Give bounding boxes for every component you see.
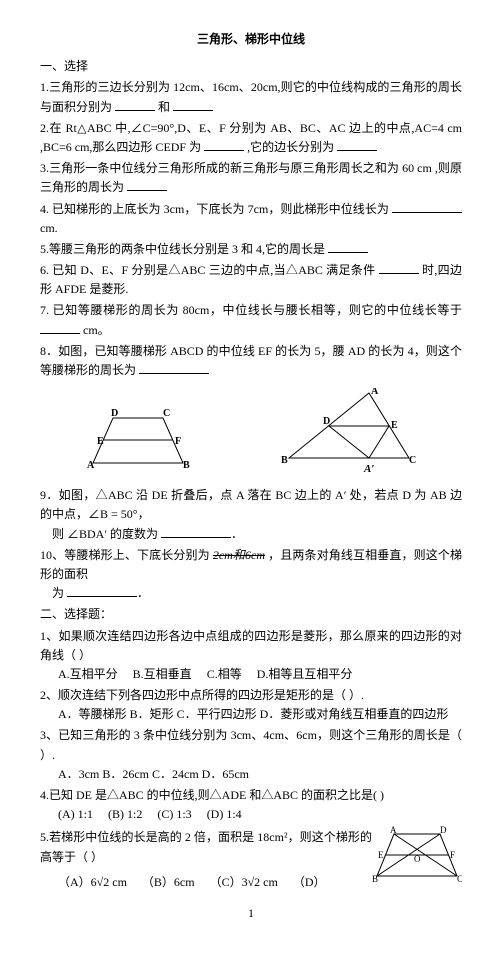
svg-text:C: C	[457, 874, 462, 884]
s-question-5: 5.若梯形中位线的长是高的 2 倍，面积是 18cm²，则这个梯形的高等于（ ）…	[40, 828, 372, 892]
q1-blank-1	[115, 98, 155, 111]
q10-text-a: 10、等腰梯形上、下底长分别为	[40, 548, 210, 562]
q9-text-b: 则 ∠BDA′ 的度数为	[52, 527, 158, 541]
q1-text: 1.三角形的三边长分别为 12cm、16cm、20cm,则它的中位线构成的三角形…	[40, 80, 462, 113]
question-4: 4. 已知梯形的上底长为 3cm，下底长为 7cm，则此梯形中位线长为 cm.	[40, 200, 462, 238]
q9-text-a: 9．如图，△ABC 沿 DE 折叠后，点 A 落在 BC 边上的 A′ 处，若点…	[40, 488, 462, 521]
figures-row-1: D C E F A B A D E B C A′	[40, 388, 462, 478]
svg-text:D: D	[440, 826, 447, 835]
sq5-opt-b: （B）6cm	[142, 875, 195, 889]
q10-text-c: 为	[52, 586, 64, 600]
q9-blank	[161, 525, 231, 538]
question-1: 1.三角形的三边长分别为 12cm、16cm、20cm,则它的中位线构成的三角形…	[40, 78, 462, 116]
svg-text:O: O	[414, 854, 421, 864]
question-2: 2.在 Rt△ABC 中,∠C=90°,D、E、F 分别为 AB、BC、AC 边…	[40, 119, 462, 157]
question-9: 9．如图，△ABC 沿 DE 折叠后，点 A 落在 BC 边上的 A′ 处，若点…	[40, 486, 462, 544]
svg-text:A′: A′	[363, 463, 374, 475]
sq1-text: 1、如果顺次连结四边形各边中点组成的四边形是菱形，那么原来的四边形的对角线（ ）	[40, 627, 462, 665]
section-2-header: 二、选择题：	[40, 605, 462, 624]
q2-blank-2	[337, 138, 377, 151]
q1-blank-2	[173, 98, 213, 111]
svg-text:E: E	[97, 436, 104, 447]
q8-blank	[139, 361, 209, 374]
triangle-fold-figure: A D E B C A′	[279, 388, 419, 478]
svg-text:A: A	[390, 826, 397, 835]
sq1-opt-b: B.互相垂直	[133, 667, 192, 681]
sq3-text: 3、已知三角形的 3 条中位线分别为 3cm、4cm、6cm，则这个三角形的周长…	[40, 726, 462, 764]
sq1-opt-d: D.相等且互相平分	[257, 667, 353, 681]
q7-unit: cm。	[83, 323, 110, 337]
sq4-opt-d: (D) 1:4	[207, 807, 242, 821]
q1-and: 和	[158, 100, 170, 114]
page-title: 三角形、梯形中位线	[40, 30, 462, 49]
q6-text-a: 6. 已知 D、E、F 分别是△ABC 三边的中点,当△ABC 满足条件	[40, 263, 375, 277]
s-question-3: 3、已知三角形的 3 条中位线分别为 3cm、4cm、6cm，则这个三角形的周长…	[40, 726, 462, 784]
q2-blank-1	[204, 138, 244, 151]
q4-blank	[392, 200, 462, 213]
sq1-opt-a: A.互相平分	[58, 667, 118, 681]
svg-text:B: B	[372, 874, 378, 884]
sq5-text: 5.若梯形中位线的长是高的 2 倍，面积是 18cm²，则这个梯形的高等于（ ）	[40, 828, 372, 866]
sq2-opts: A．等腰梯形 B．矩形 C．平行四边形 D．菱形或对角线互相垂直的四边形	[58, 705, 462, 724]
q10-strike: 2cm和6cm	[213, 548, 265, 562]
sq5-opt-a: （A）6√2 cm	[58, 875, 127, 889]
question-6: 6. 已知 D、E、F 分别是△ABC 三边的中点,当△ABC 满足条件 时,四…	[40, 261, 462, 299]
s-question-4: 4.已知 DE 是△ABC 的中位线,则△ADE 和△ABC 的面积之比是( )…	[40, 786, 462, 824]
q4-unit: cm.	[40, 221, 58, 235]
sq1-opt-c: C.相等	[207, 667, 242, 681]
question-5: 5.等腰三角形的两条中位线长分别是 3 和 4,它的周长是	[40, 240, 462, 259]
s-question-1: 1、如果顺次连结四边形各边中点组成的四边形是菱形，那么原来的四边形的对角线（ ）…	[40, 627, 462, 685]
svg-text:D: D	[111, 408, 118, 419]
s-question-5-row: 5.若梯形中位线的长是高的 2 倍，面积是 18cm²，则这个梯形的高等于（ ）…	[40, 826, 462, 894]
svg-text:E: E	[391, 420, 398, 431]
svg-text:E: E	[378, 850, 384, 860]
svg-text:A: A	[371, 388, 379, 397]
svg-text:A: A	[87, 460, 95, 471]
q6-blank	[379, 261, 419, 274]
q10-blank	[67, 584, 137, 597]
q5-text: 5.等腰三角形的两条中位线长分别是 3 和 4,它的周长是	[40, 242, 325, 256]
sq2-text: 2、顺次连结下列各四边形中点所得的四边形是矩形的是（ ）.	[40, 686, 462, 705]
svg-text:C: C	[409, 455, 416, 466]
sq4-opt-c: (C) 1:3	[157, 807, 191, 821]
q2-text-b: ,它的边长分别为	[247, 140, 334, 154]
q4-text: 4. 已知梯形的上底长为 3cm，下底长为 7cm，则此梯形中位线长为	[40, 202, 389, 216]
trapezoid-figure: D C E F A B	[83, 408, 193, 478]
svg-text:C: C	[163, 408, 170, 419]
trapezoid-midsegment-figure: A D E F B C O	[372, 826, 462, 886]
q7-text: 7. 已知等腰梯形的周长为 80cm，中位线长与腰长相等，则它的中位线长等于	[40, 303, 462, 317]
question-8: 8．如图，已知等腰梯形 ABCD 的中位线 EF 的长为 5，腰 AD 的长为 …	[40, 342, 462, 380]
question-3: 3.三角形一条中位线分三角形所成的新三角形与原三角形周长之和为 60 cm ,则…	[40, 159, 462, 197]
svg-text:D: D	[323, 416, 330, 427]
q7-blank	[40, 321, 80, 334]
section-1-header: 一、选择	[40, 57, 462, 76]
s-question-2: 2、顺次连结下列各四边形中点所得的四边形是矩形的是（ ）. A．等腰梯形 B．矩…	[40, 686, 462, 724]
sq4-opt-a: (A) 1:1	[58, 807, 93, 821]
q5-blank	[328, 240, 368, 253]
question-10: 10、等腰梯形上、下底长分别为 2cm和6cm ，且两条对角线互相垂直，则这个梯…	[40, 546, 462, 604]
svg-text:B: B	[183, 460, 190, 471]
q8-text: 8．如图，已知等腰梯形 ABCD 的中位线 EF 的长为 5，腰 AD 的长为 …	[40, 344, 462, 377]
svg-text:F: F	[450, 850, 455, 860]
page-number: 1	[40, 904, 462, 923]
sq4-opt-b: (B) 1:2	[108, 807, 142, 821]
sq5-opt-c: （C）3√2 cm	[210, 875, 278, 889]
svg-text:F: F	[175, 436, 181, 447]
sq5-opt-d: （D）	[293, 875, 326, 889]
sq4-text: 4.已知 DE 是△ABC 的中位线,则△ADE 和△ABC 的面积之比是( )	[40, 786, 462, 805]
q3-blank	[127, 178, 167, 191]
question-7: 7. 已知等腰梯形的周长为 80cm，中位线长与腰长相等，则它的中位线长等于 c…	[40, 301, 462, 339]
svg-text:B: B	[281, 455, 288, 466]
q3-text: 3.三角形一条中位线分三角形所成的新三角形与原三角形周长之和为 60 cm ,则…	[40, 161, 462, 194]
sq3-opts: A．3cm B．26cm C．24cm D．65cm	[58, 765, 462, 784]
